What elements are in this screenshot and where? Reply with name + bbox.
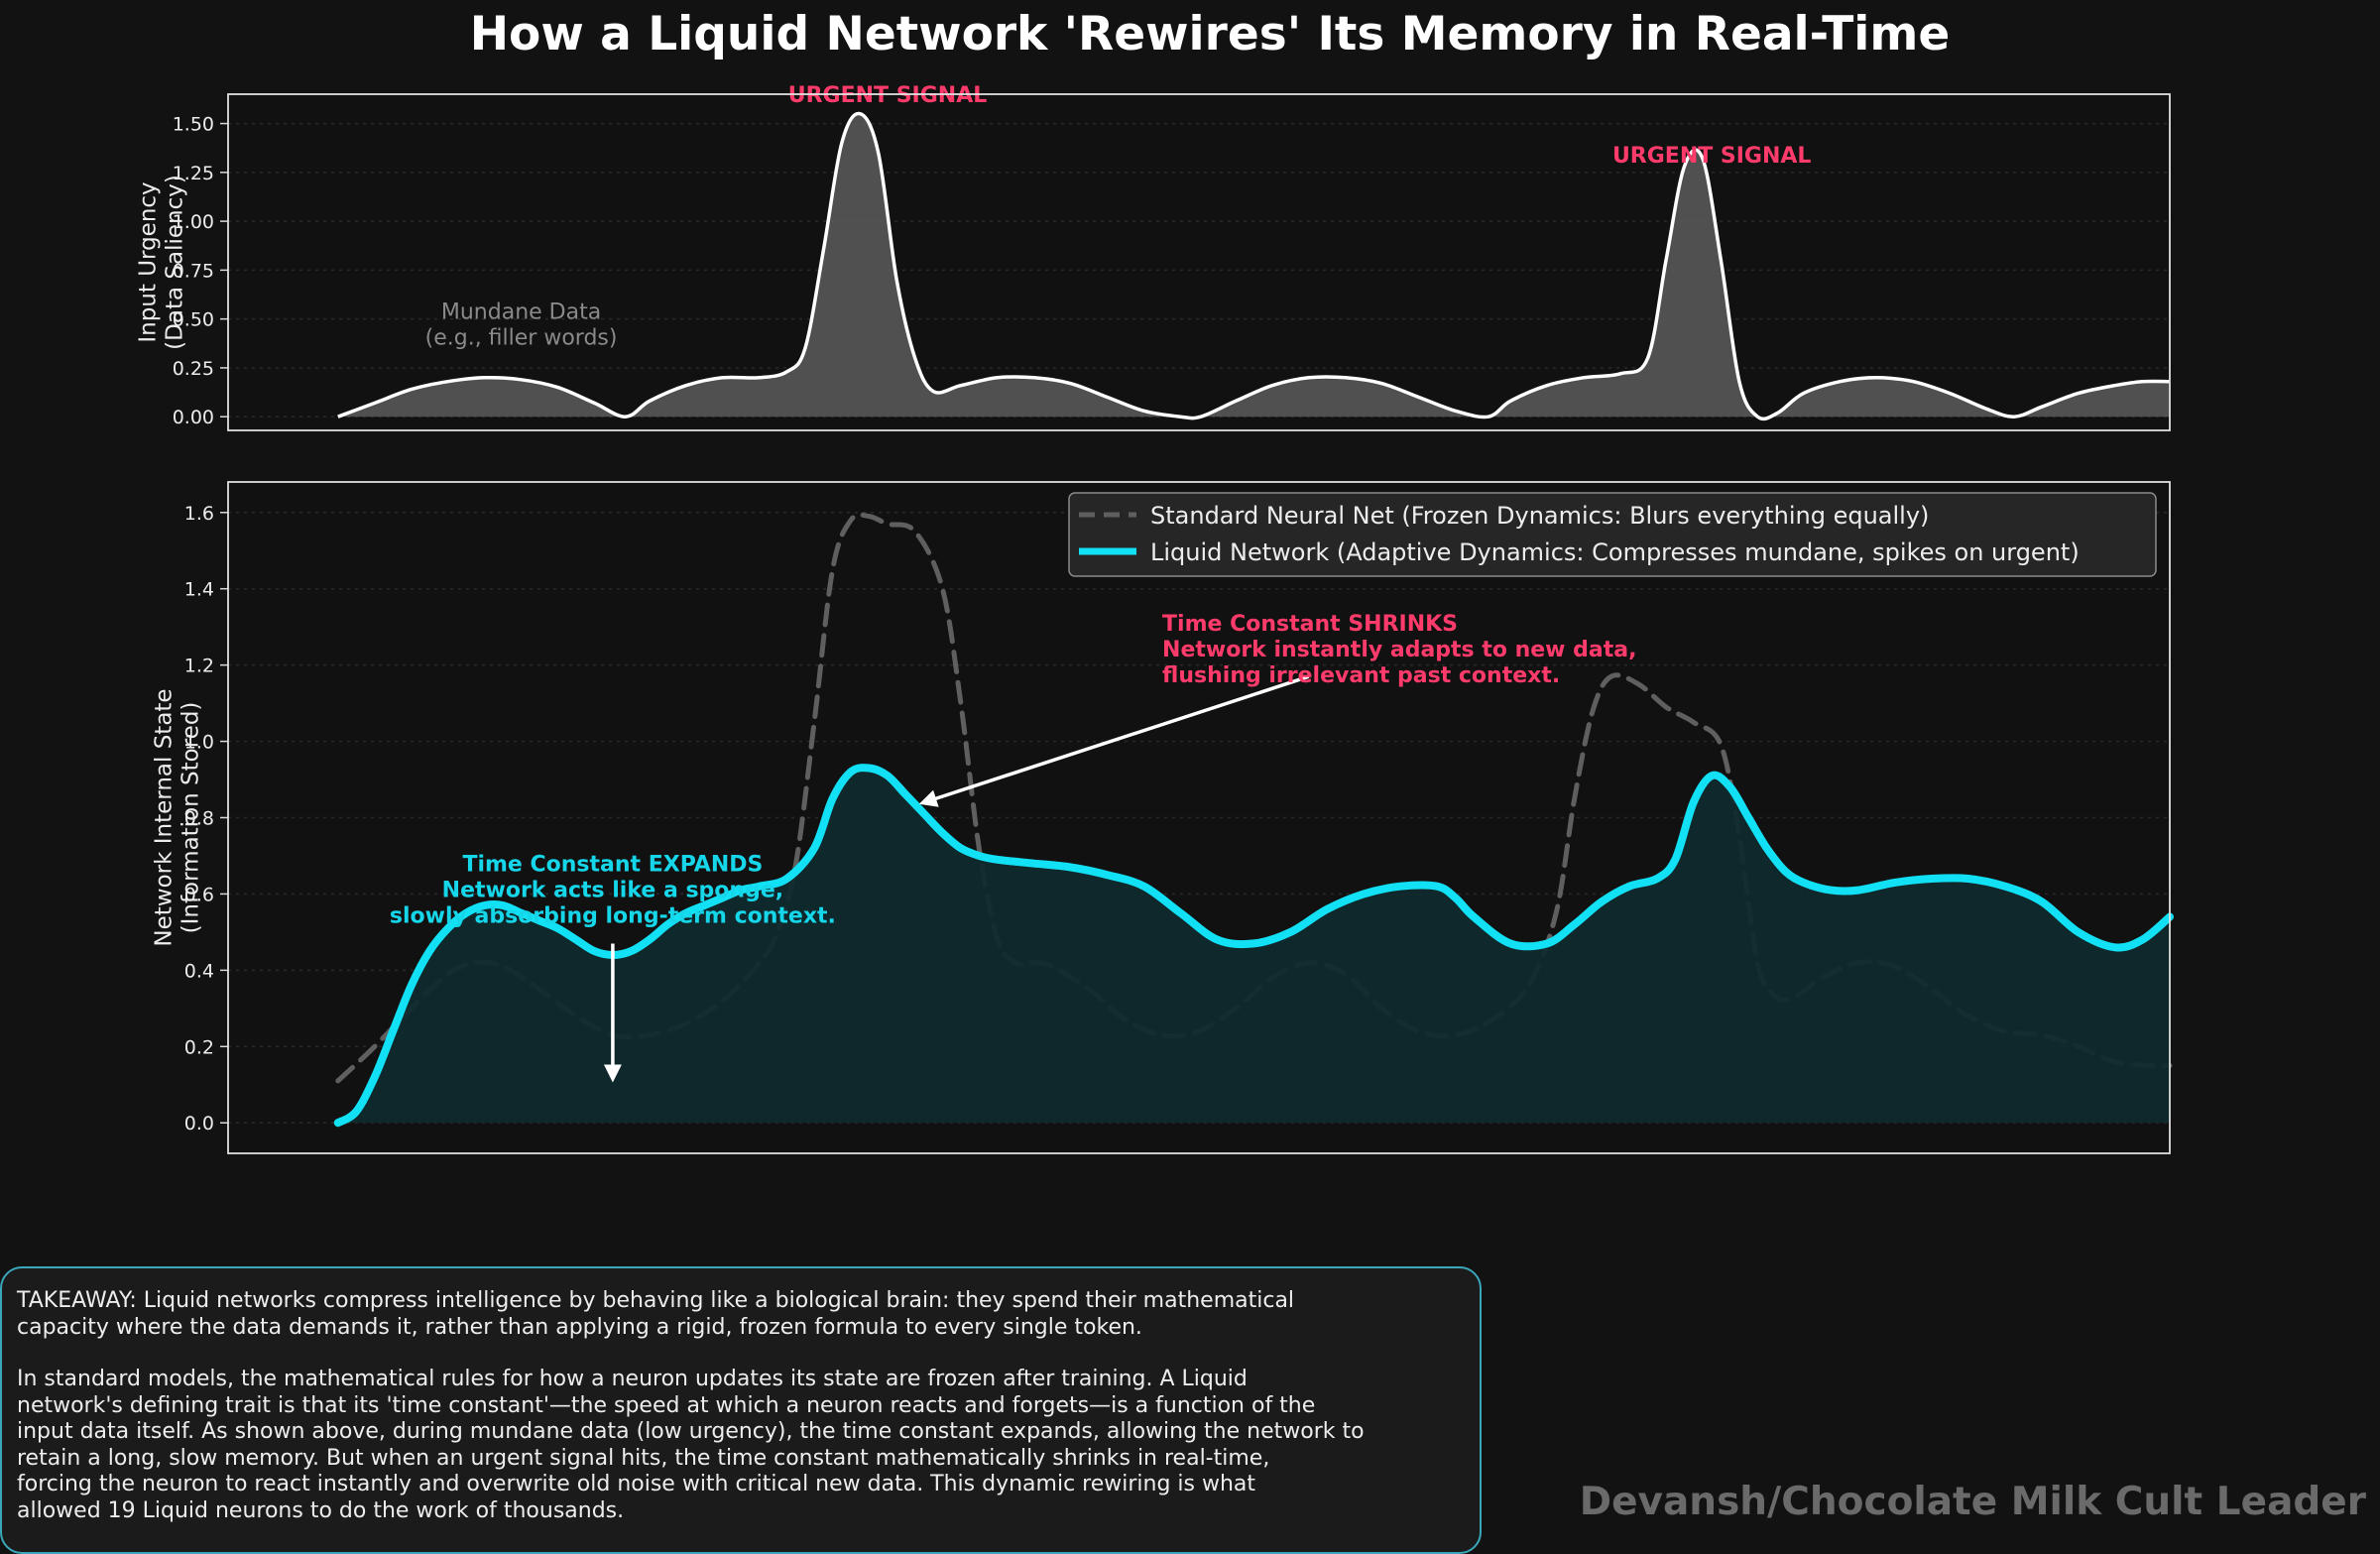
takeaway-paragraph: In standard models, the mathematical rul… [17,1367,1365,1523]
y-tick-label: 0.8 [184,808,214,830]
network-state-panel: 0.0 0.2 0.4 0.6 0.8 1.0 1.2 1.4 1.6 Network Inter… [152,481,2174,1154]
chart-title: How a Liquid Network 'Rewires' Its Memor… [470,7,1951,61]
annotation-text: URGENT SIGNAL [1612,144,1812,169]
y-tick-label: 0.00 [173,407,214,428]
y-axis-label: Network Internal State(Information Store… [152,688,204,946]
y-tick-label: 1.00 [173,211,214,233]
y-tick-label: 1.50 [173,114,214,136]
y-tick-label: 1.2 [184,656,214,677]
y-tick-label: 0.4 [184,960,214,982]
legend-label-standard: Standard Neural Net (Frozen Dynamics: Bl… [1150,502,1929,530]
y-tick-label: 0.25 [173,358,214,380]
y-tick-label: 1.0 [184,732,214,754]
y-tick-label: 1.25 [173,163,214,184]
chart-legend: Standard Neural Net (Frozen Dynamics: Bl… [1068,492,2157,577]
input-urgency-area [337,113,2170,419]
liquid-net-line [333,764,2174,1128]
plot-frame [227,93,2171,431]
plot-frame [227,481,2171,1154]
takeaway-paragraph: TAKEAWAY: Liquid networks compress intel… [17,1288,1295,1340]
author-watermark: Devansh/Chocolate Milk Cult Leader [1579,1480,2366,1524]
y-axis-label: Input Urgency(Data Saliency) [136,175,188,350]
annotation-text: Time Constant SHRINKS Network instantly a… [1162,612,1636,688]
annotation-arrow [918,674,1310,807]
takeaway-box: TAKEAWAY: Liquid networks compress intel… [0,1266,1482,1554]
legend-box [1068,492,2157,577]
y-tick-label: 0.2 [184,1036,214,1058]
annotation-text: Mundane Data (e.g., filler words) [425,300,618,351]
input-urgency-panel: 0.00 0.25 0.50 0.75 1.00 1.25 1.50 Input Urgenc… [136,83,2171,431]
y-tick-label: 1.6 [184,503,214,525]
y-tick-label: 1.4 [184,579,214,601]
y-tick-label: 0.50 [173,309,214,331]
input-urgency-line [337,111,2171,421]
plot-area [228,94,2170,430]
annotation-text: Time Constant EXPANDS Network acts like a… [390,852,836,928]
legend-label-liquid: Liquid Network (Adaptive Dynamics: Compr… [1150,538,2080,566]
y-tick-label: 0.6 [184,884,214,905]
y-tick-label: 0.75 [173,260,214,282]
annotation-text: URGENT SIGNAL [788,83,988,108]
y-tick-label: 0.0 [184,1113,214,1135]
